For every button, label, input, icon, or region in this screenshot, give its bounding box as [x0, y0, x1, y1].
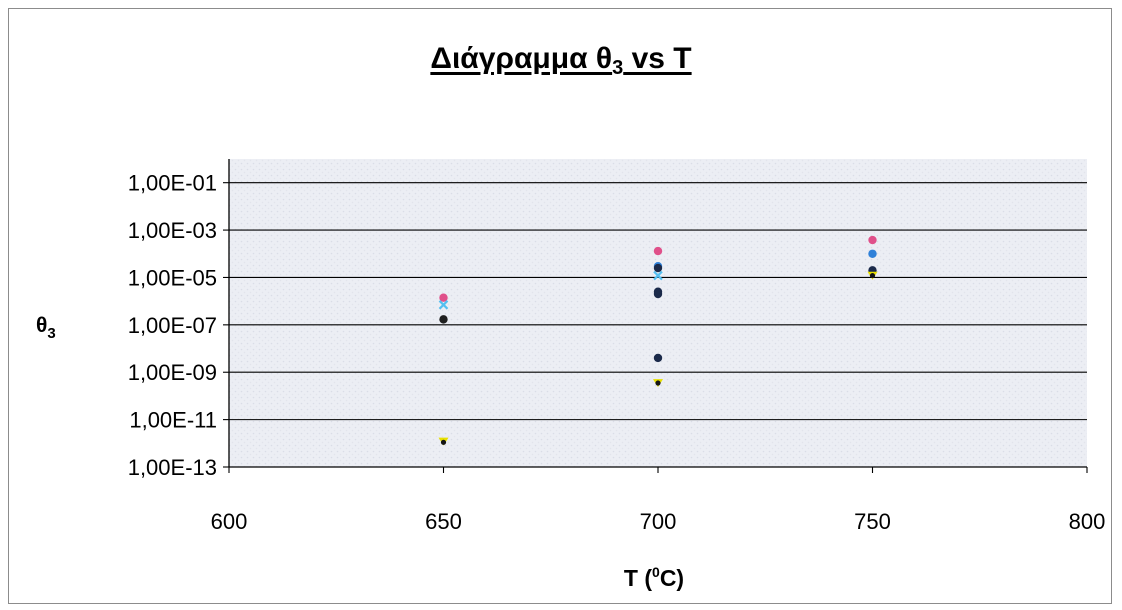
data-point-series-7 — [869, 272, 876, 279]
data-point-series-4 — [653, 270, 663, 281]
data-point-series-4 — [438, 300, 449, 310]
y-tick-label: 1,00E-05 — [128, 265, 217, 290]
x-axis-label: T (0C) — [624, 564, 684, 591]
data-point-series-1 — [868, 235, 877, 245]
data-point-series-3 — [653, 263, 663, 273]
x-tick-label: 700 — [640, 509, 677, 534]
x-tick-label: 750 — [854, 509, 891, 534]
y-tick-label: 1,00E-09 — [128, 360, 217, 385]
chart-title-rest: vs T — [623, 42, 692, 75]
y-tick-label: 1,00E-03 — [128, 218, 217, 243]
data-point-series-3 — [653, 353, 663, 363]
data-point-series-2 — [868, 249, 877, 258]
data-point-series-1 — [439, 293, 448, 302]
chart-title-main: Διάγραμμα θ — [430, 42, 613, 75]
y-tick-label: 1,00E-11 — [129, 408, 217, 433]
x-tick-label: 650 — [425, 509, 462, 534]
chart-title: Διάγραμμα θ3 vs T — [0, 42, 1122, 80]
data-point-series-3 — [653, 287, 663, 296]
y-tick-label: 1,00E-13 — [128, 455, 217, 480]
x-tick-label: 800 — [1069, 509, 1106, 534]
y-tick-label: 1,00E-07 — [128, 313, 217, 338]
data-point-series-7 — [440, 439, 447, 445]
data-point-series-1 — [653, 246, 663, 256]
y-tick-label: 1,00E-01 — [128, 171, 217, 196]
data-point-series-5 — [439, 315, 448, 324]
plot-area — [229, 159, 1087, 467]
data-point-series-7 — [655, 380, 661, 386]
chart-title-subscript: 3 — [612, 57, 624, 79]
y-axis-label: θ3 — [36, 314, 56, 342]
x-tick-label: 600 — [211, 509, 248, 534]
